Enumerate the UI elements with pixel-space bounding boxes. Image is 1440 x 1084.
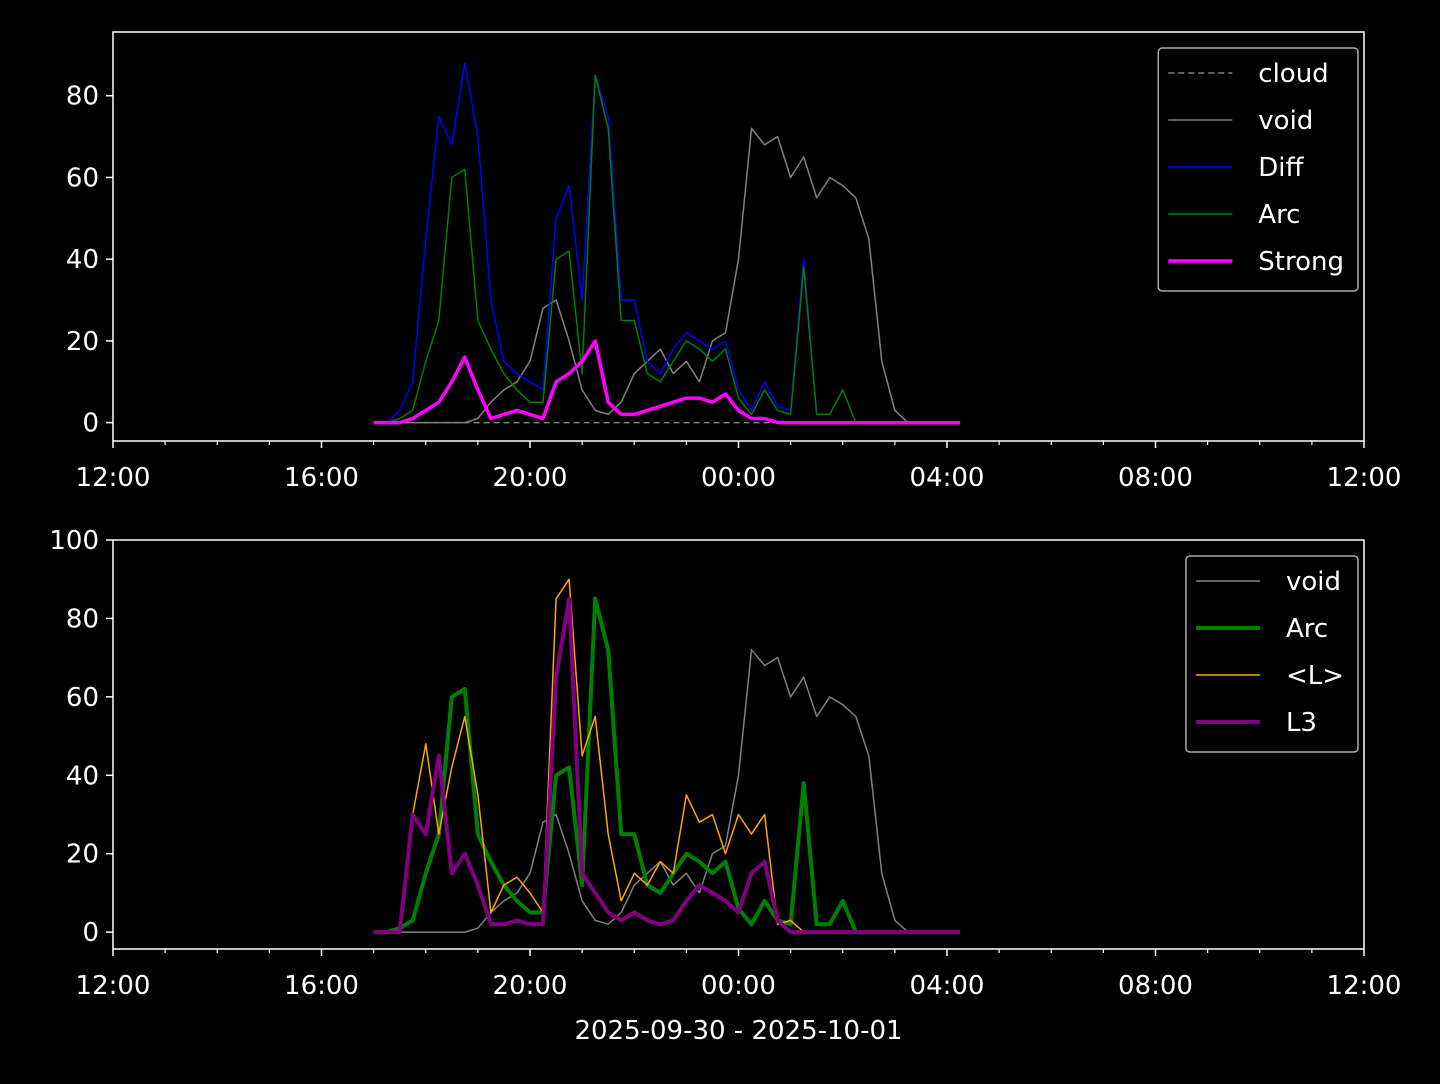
axes-frame xyxy=(112,539,1365,950)
legend-label: Arc xyxy=(1286,614,1328,644)
x-tick-label: 12:00 xyxy=(76,971,151,1001)
x-tick-label: 12:00 xyxy=(76,463,151,493)
x-tick-label: 12:00 xyxy=(1327,971,1402,1001)
legend: cloud void Diff Arc Strong xyxy=(1157,47,1359,292)
x-tick-label: 16:00 xyxy=(284,971,359,1001)
x-tick-label: 12:00 xyxy=(1327,463,1402,493)
series-line xyxy=(373,649,960,933)
y-tick-label: 0 xyxy=(82,409,99,439)
y-tick-label: 40 xyxy=(66,245,99,275)
y-tick-label: 60 xyxy=(66,683,99,713)
x-tick-label: 08:00 xyxy=(1118,971,1193,1001)
legend-label: cloud xyxy=(1258,59,1328,89)
x-tick-label: 00:00 xyxy=(701,463,776,493)
x-tick-label: 20:00 xyxy=(493,463,568,493)
y-tick-label: 80 xyxy=(66,604,99,634)
series-line xyxy=(373,596,960,935)
legend-label: <L> xyxy=(1286,661,1344,691)
x-tick-label: 08:00 xyxy=(1118,463,1193,493)
y-tick-label: 80 xyxy=(66,82,99,112)
x-tick-label: 16:00 xyxy=(284,463,359,493)
axes: 0 20 40 60 80 100 12:00 16:00 20:00 00:00 04:00 08:… xyxy=(49,526,1401,1046)
legend: void Arc <L> L3 xyxy=(1185,555,1359,753)
y-tick-label: 20 xyxy=(66,840,99,870)
legend-label: Diff xyxy=(1258,153,1304,183)
legend-label: void xyxy=(1286,567,1341,597)
y-tick-label: 60 xyxy=(66,163,99,193)
legend-frame xyxy=(1185,555,1359,753)
y-tick-label: 20 xyxy=(66,327,99,357)
legend-frame xyxy=(1157,47,1359,292)
y-tick-label: 100 xyxy=(49,526,99,556)
x-axis-label: 2025-09-30 - 2025-10-01 xyxy=(574,1016,902,1046)
y-tick-label: 0 xyxy=(82,918,99,948)
legend-label: void xyxy=(1258,106,1313,136)
x-tick-label: 00:00 xyxy=(701,971,776,1001)
legend-label: Arc xyxy=(1258,200,1300,230)
x-tick-label: 20:00 xyxy=(493,971,568,1001)
series-line xyxy=(373,339,960,425)
y-tick-label: 40 xyxy=(66,761,99,791)
x-tick-label: 04:00 xyxy=(910,463,985,493)
axes-frame xyxy=(112,31,1365,442)
x-tick-label: 04:00 xyxy=(910,971,985,1001)
legend-label: Strong xyxy=(1258,247,1344,277)
axes: 0 20 40 60 80 12:00 16:00 20:00 00:00 04:00 08:00 1… xyxy=(66,31,1402,493)
legend-label: L3 xyxy=(1286,708,1317,738)
